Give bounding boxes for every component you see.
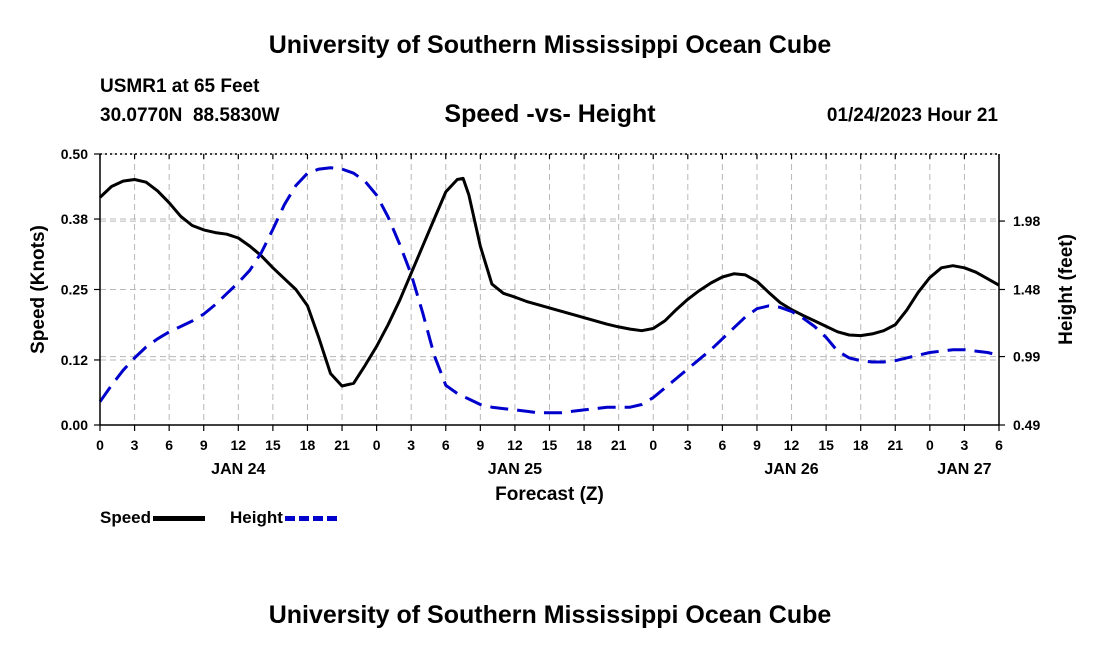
x-tick-label: 0: [649, 437, 657, 453]
x-tick-label: 3: [407, 437, 415, 453]
chart-subtitle: Speed -vs- Height: [444, 100, 656, 128]
y2-tick-label: 0.99: [1013, 349, 1040, 365]
x-axis-title: Forecast (Z): [495, 484, 604, 505]
legend-height-label: Height: [230, 508, 283, 527]
y-tick-label: 0.00: [61, 417, 88, 433]
x-date-label: JAN 25: [488, 461, 542, 478]
x-tick-label: 15: [542, 437, 558, 453]
y-tick-label: 0.38: [61, 211, 88, 227]
coordinates: 30.0770N 88.5830W: [100, 105, 280, 127]
x-tick-label: 0: [96, 437, 104, 453]
footer-title: University of Southern Mississippi Ocean…: [268, 601, 832, 629]
longitude-label: 88.5830W: [192, 105, 280, 126]
x-tick-label: 18: [853, 437, 869, 453]
x-tick-label: 3: [131, 437, 139, 453]
axes: 0 3 6 9 12 15 18 21 0 3 6 9 12 15 18 21 0 3 6 9 12 15 18 21 0 3 6J…: [28, 146, 1077, 505]
x-tick-label: 3: [961, 437, 969, 453]
x-tick-label: 21: [611, 437, 627, 453]
legend-speed: Speed: [100, 508, 206, 528]
height-series-line: [98, 166, 1000, 415]
x-tick-label: 12: [231, 437, 247, 453]
x-tick-label: 6: [442, 437, 450, 453]
x-tick-label: 3: [684, 437, 692, 453]
x-date-label: JAN 26: [764, 461, 818, 478]
chart-main-title: University of Southern Mississippi Ocean…: [268, 31, 832, 59]
x-tick-label: 18: [576, 437, 592, 453]
y-tick-label: 0.12: [61, 352, 88, 368]
speed-series-line: [98, 176, 1000, 388]
x-date-label: JAN 24: [211, 461, 265, 478]
x-tick-label: 0: [373, 437, 381, 453]
latitude-label: 30.0770N: [100, 105, 183, 126]
x-tick-label: 9: [753, 437, 761, 453]
y2-axis-title: Height (feet): [1056, 234, 1077, 345]
x-tick-label: 6: [165, 437, 173, 453]
legend-speed-swatch: [153, 515, 206, 521]
y-tick-label: 0.25: [61, 282, 88, 298]
x-tick-label: 21: [334, 437, 350, 453]
y2-tick-label: 0.49: [1013, 417, 1040, 433]
forecast-datetime: 01/24/2023 Hour 21: [826, 105, 998, 126]
series-lines: [98, 166, 1000, 415]
legend-height-swatch: [284, 515, 337, 521]
station-label: USMR1 at 65 Feet: [100, 76, 260, 97]
x-tick-label: 12: [784, 437, 800, 453]
x-tick-label: 15: [818, 437, 834, 453]
x-tick-label: 0: [926, 437, 934, 453]
legend-height: Height: [230, 508, 337, 528]
x-tick-label: 21: [887, 437, 903, 453]
y-tick-label: 0.50: [61, 146, 88, 162]
x-tick-label: 9: [200, 437, 208, 453]
y-axis-title: Speed (Knots): [28, 225, 49, 354]
x-date-label: JAN 27: [937, 461, 991, 478]
x-tick-label: 18: [300, 437, 316, 453]
y2-tick-label: 1.98: [1013, 213, 1040, 229]
legend-speed-label: Speed: [100, 508, 152, 527]
y2-tick-label: 1.48: [1013, 282, 1040, 298]
x-tick-label: 6: [718, 437, 726, 453]
grid-lines: [99, 153, 1000, 426]
x-tick-label: 15: [265, 437, 281, 453]
x-tick-label: 9: [476, 437, 484, 453]
x-tick-label: 6: [995, 437, 1003, 453]
x-tick-label: 12: [507, 437, 523, 453]
